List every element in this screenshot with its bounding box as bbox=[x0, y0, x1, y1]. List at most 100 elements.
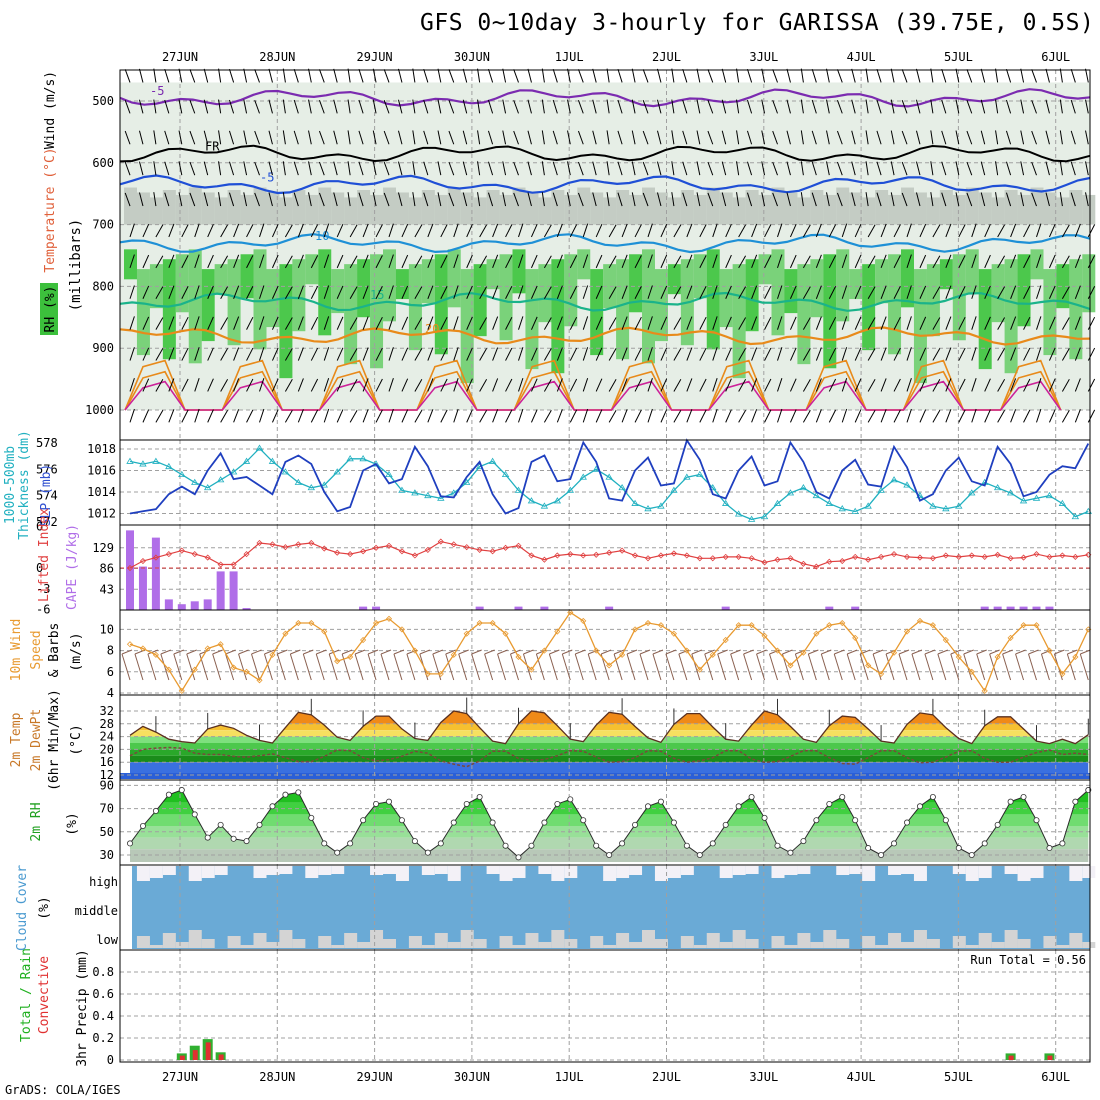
wind-barb bbox=[1085, 192, 1089, 207]
rh-point bbox=[774, 842, 781, 849]
wind-barb bbox=[673, 286, 682, 300]
temp-band bbox=[130, 723, 1089, 731]
cloud-level-label: low bbox=[96, 933, 118, 947]
wind-barb bbox=[349, 224, 358, 238]
rh-point bbox=[1007, 798, 1014, 805]
thickness-point bbox=[670, 486, 678, 493]
wind-barb bbox=[479, 224, 488, 238]
wind-barb bbox=[181, 316, 189, 330]
wind-barb bbox=[189, 192, 196, 207]
wind-barb bbox=[854, 316, 862, 330]
wind-barb bbox=[186, 649, 197, 655]
wind-barb bbox=[595, 347, 603, 361]
wind-barb bbox=[782, 649, 793, 655]
wind-barb bbox=[189, 130, 196, 145]
wind-barb bbox=[466, 254, 473, 269]
wind-barb bbox=[423, 192, 429, 207]
wind-barb bbox=[916, 99, 921, 114]
wind-barb bbox=[772, 161, 778, 176]
wind-barb bbox=[1015, 653, 1025, 681]
rh-moist-column bbox=[1030, 249, 1044, 280]
wind-speed-point bbox=[243, 668, 250, 675]
wind-barb bbox=[712, 223, 718, 238]
rh-moist-column bbox=[629, 254, 643, 313]
rh-moist-column bbox=[240, 254, 254, 299]
rh-moist-column bbox=[201, 269, 215, 342]
wind-barb bbox=[941, 130, 947, 145]
wind-barb bbox=[1036, 408, 1042, 423]
thickness-point bbox=[553, 497, 562, 504]
thickness-point bbox=[942, 505, 950, 512]
isotherm-line bbox=[119, 291, 1091, 312]
wind-barb bbox=[673, 317, 682, 330]
wind-barb bbox=[445, 653, 455, 681]
isotherm-line bbox=[119, 233, 1091, 254]
wind-barb bbox=[479, 348, 488, 361]
cloud-low-gap bbox=[318, 936, 332, 948]
wind-barb bbox=[642, 100, 649, 114]
ylabel-rh: RH (%) bbox=[43, 286, 58, 333]
wind-barb bbox=[1031, 192, 1037, 207]
cloud-low-gap bbox=[823, 930, 837, 948]
isotherm-line bbox=[119, 174, 1091, 195]
wind-barb bbox=[347, 161, 351, 176]
rh-shading bbox=[965, 187, 979, 225]
wind-barb bbox=[388, 408, 394, 423]
wind-barb bbox=[699, 286, 707, 299]
li-tick: 6 bbox=[36, 519, 43, 533]
wind-barb bbox=[725, 347, 732, 361]
li-point bbox=[502, 544, 509, 551]
li-point bbox=[295, 541, 302, 548]
wind-barb bbox=[487, 192, 494, 207]
rh-shading bbox=[952, 194, 966, 225]
wind-barb bbox=[142, 347, 150, 361]
rh-shading bbox=[745, 189, 759, 225]
rh-point bbox=[243, 838, 250, 845]
isotherm-label: 15 bbox=[370, 288, 384, 302]
thickness-point bbox=[799, 483, 808, 491]
wind-barb bbox=[867, 255, 876, 269]
temp-tick: 20 bbox=[100, 742, 114, 756]
wind-barb bbox=[440, 286, 448, 299]
wind-barb bbox=[802, 224, 811, 238]
wind-barb bbox=[721, 99, 727, 114]
wind-barb bbox=[880, 409, 887, 423]
chart-title: GFS 0~10day 3-hourly for GARISSA (39.75E… bbox=[420, 10, 1095, 36]
wind-barb bbox=[764, 286, 772, 299]
isotherm-label: 10 bbox=[315, 229, 329, 243]
li-point bbox=[1020, 554, 1027, 561]
wind-barb bbox=[1045, 68, 1050, 83]
cloud-low-gap bbox=[732, 930, 746, 948]
wind-barb bbox=[890, 99, 895, 114]
wind-barb bbox=[388, 378, 394, 392]
wind-barb bbox=[535, 653, 545, 681]
wind-barb bbox=[153, 192, 157, 207]
wind-barb bbox=[1048, 347, 1056, 361]
rh-shading bbox=[991, 197, 1005, 225]
wind-barb bbox=[412, 99, 416, 114]
wind-barb bbox=[543, 255, 552, 269]
rh-moist-column bbox=[616, 259, 630, 360]
precip-convective-bar bbox=[205, 1042, 211, 1060]
rh-moist-column bbox=[758, 254, 772, 285]
wind-barb bbox=[282, 192, 286, 207]
wind-barb bbox=[608, 409, 617, 423]
rh-point bbox=[619, 840, 626, 847]
thickness-point bbox=[903, 481, 911, 488]
wind-barb bbox=[293, 161, 299, 176]
wind-barb bbox=[1045, 99, 1050, 114]
wind-barb bbox=[1010, 347, 1017, 361]
wind-barb bbox=[203, 161, 209, 176]
wind-barb bbox=[323, 347, 330, 361]
wind-barb bbox=[761, 192, 766, 207]
wind-barb bbox=[477, 161, 481, 176]
cloud-low-gap bbox=[473, 939, 487, 948]
wind-barb bbox=[271, 409, 279, 423]
wind-barb bbox=[941, 161, 947, 176]
wind-barb bbox=[155, 379, 164, 392]
li-point bbox=[217, 561, 224, 568]
thickness-point bbox=[501, 470, 510, 477]
rh-shading bbox=[525, 192, 539, 225]
thickness-point bbox=[359, 455, 367, 462]
wind-barb bbox=[1048, 285, 1056, 299]
